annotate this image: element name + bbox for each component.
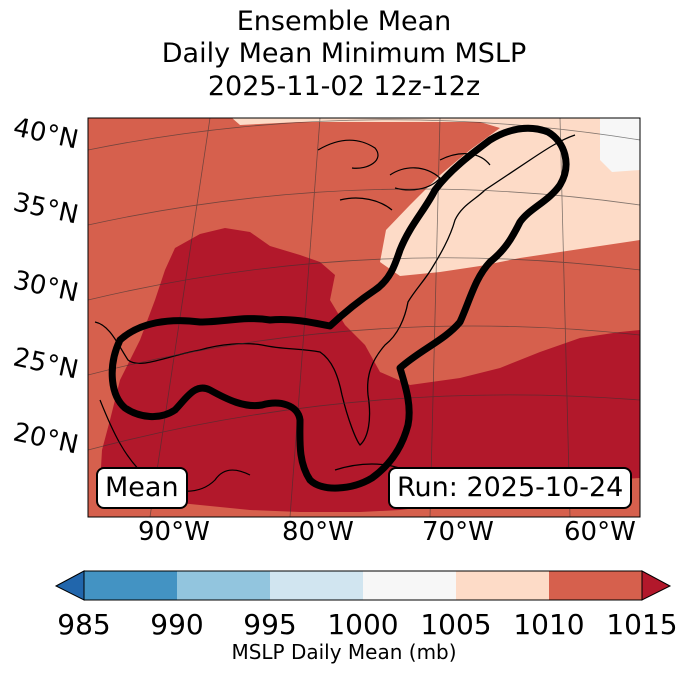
pressure-band-1000 — [600, 118, 640, 172]
title-line-3: 2025-11-02 12z-12z — [207, 71, 481, 102]
lat-label-40: 40°N — [11, 113, 81, 156]
coastline — [94, 134, 576, 446]
lon-label-80w: 80°W — [282, 517, 354, 547]
title-line-1: Ensemble Mean — [236, 6, 452, 37]
outlined-region — [108, 124, 570, 492]
run-date-box: Run: 2025-10-24 — [388, 467, 633, 509]
title-line-2: Daily Mean Minimum MSLP — [161, 38, 527, 69]
lon-label-70w: 70°W — [422, 517, 494, 547]
lon-label-90w: 90°W — [138, 517, 210, 547]
lat-label-20: 20°N — [11, 418, 81, 461]
lat-label-25: 25°N — [11, 343, 81, 386]
mean-label-box: Mean — [96, 467, 188, 509]
lat-label-30: 30°N — [11, 266, 81, 309]
lon-label-60w: 60°W — [564, 517, 636, 547]
pressure-band-1005 — [232, 118, 640, 276]
map-frame — [87, 117, 641, 518]
great-lakes — [317, 139, 491, 211]
colorbar-label: MSLP Daily Mean (mb) — [231, 640, 457, 664]
map-panel — [88, 118, 640, 517]
lat-label-35: 35°N — [11, 188, 81, 231]
